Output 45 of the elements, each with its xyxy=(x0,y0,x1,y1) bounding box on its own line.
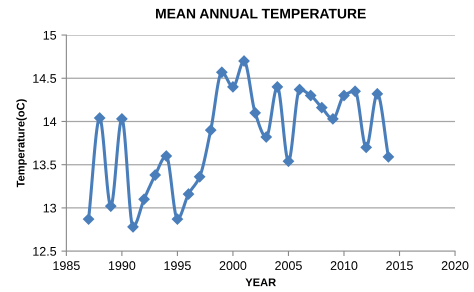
x-axis-title: YEAR xyxy=(245,278,276,286)
point xyxy=(182,188,194,200)
point xyxy=(205,124,216,136)
point xyxy=(82,214,94,225)
point xyxy=(360,142,372,154)
point xyxy=(338,90,350,102)
x-tick-label: 2000 xyxy=(220,261,246,270)
chart-title: MEAN ANNUAL TEMPERATURE xyxy=(156,8,366,19)
point xyxy=(272,81,283,93)
y-tick-label: 12.5 xyxy=(33,246,56,256)
y-tick-label: 14.5 xyxy=(33,74,56,83)
point xyxy=(250,107,261,118)
y-axis-title: Temperature(oC) xyxy=(16,99,27,188)
point xyxy=(282,156,294,167)
point xyxy=(238,55,250,67)
point xyxy=(294,84,306,96)
point xyxy=(94,112,106,124)
point xyxy=(382,151,394,163)
x-tick-label: 2010 xyxy=(330,261,358,270)
y-tick-label: 14 xyxy=(44,117,56,126)
point xyxy=(150,169,161,181)
point xyxy=(194,171,206,182)
point xyxy=(116,113,128,124)
y-tick-label: 13 xyxy=(44,204,56,213)
x-tick-label: 2005 xyxy=(275,261,302,270)
point xyxy=(305,90,316,102)
point xyxy=(349,86,361,97)
x-tick-label: 2015 xyxy=(386,261,413,270)
point xyxy=(160,150,172,162)
point xyxy=(227,81,239,93)
point xyxy=(105,200,116,212)
x-tick-label: 1995 xyxy=(164,261,191,270)
point xyxy=(316,102,328,114)
point xyxy=(372,88,383,100)
point xyxy=(138,194,150,205)
point xyxy=(172,214,184,225)
y-tick-label: 15 xyxy=(44,30,56,40)
point xyxy=(216,66,228,78)
point xyxy=(260,131,272,143)
x-tick-label: 2020 xyxy=(442,261,468,270)
y-tick-label: 13.5 xyxy=(33,160,56,170)
point xyxy=(327,113,338,124)
point xyxy=(127,221,139,233)
x-tick-label: 1990 xyxy=(108,261,136,270)
x-tick-label: 1985 xyxy=(53,261,80,270)
